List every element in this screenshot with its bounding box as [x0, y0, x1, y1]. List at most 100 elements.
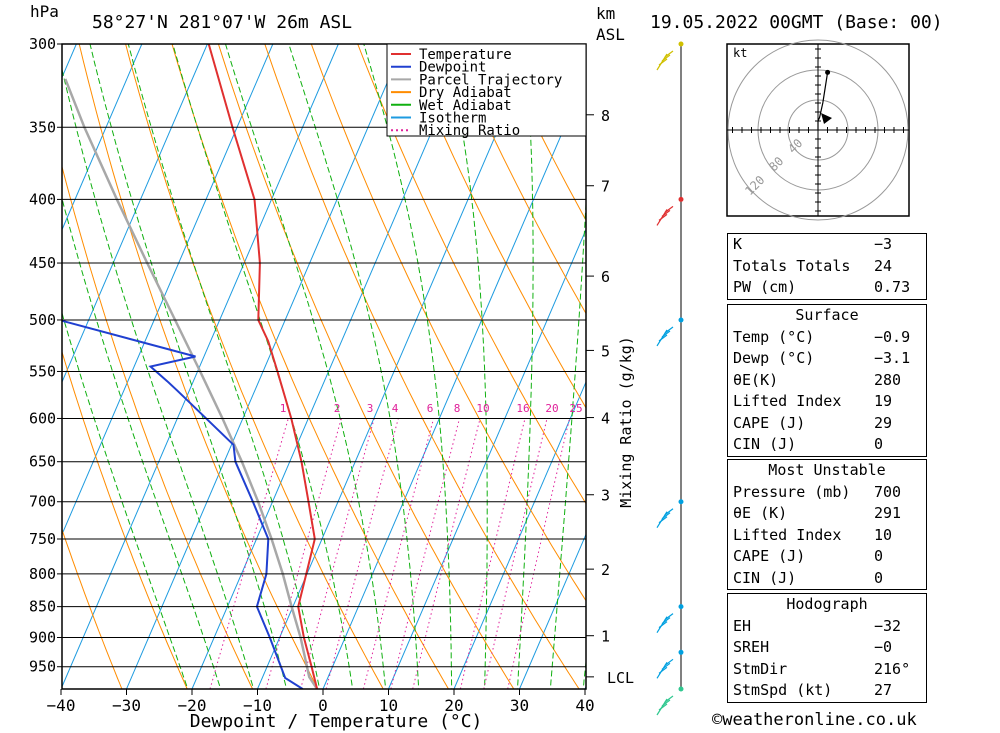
isotherm-line: [62, 44, 339, 688]
mixing-ratio-line: [412, 418, 481, 689]
surface-row: CAPE (J) 29: [733, 413, 893, 432]
pressure-label: 900: [29, 629, 56, 647]
mixing-ratio-label: 25: [569, 402, 582, 415]
most-unstable-title: Most Unstable: [768, 461, 886, 479]
pressure-label: 450: [29, 254, 56, 272]
wind-level-dot: [678, 317, 684, 323]
dry-adiabat-line: [171, 44, 449, 689]
wind-level-dot: [678, 196, 684, 202]
wind-barb-flag: [664, 205, 674, 213]
pressure-label: 300: [29, 35, 56, 53]
pressure-label: 600: [29, 409, 56, 427]
wet-adiabat-line: [445, 44, 488, 689]
wind-barb-flag: [664, 50, 674, 58]
pressure-label: 850: [29, 598, 56, 616]
index-row-k: K −3: [733, 235, 893, 253]
wind-barb-flag: [661, 54, 671, 62]
wind-barb-flag: [658, 666, 668, 674]
pressure-label: 400: [29, 190, 56, 208]
most-unstable-row: CAPE (J) 0: [733, 547, 884, 565]
index-row-pw: PW (cm) 0.73: [733, 278, 911, 296]
dry-adiabat-line: [357, 44, 586, 505]
dry-adiabat-line: [310, 44, 586, 602]
most-unstable-row: θE (K) 291: [733, 504, 902, 522]
wind-barb-flag: [658, 213, 668, 221]
isotherm-line: [322, 76, 586, 689]
km-tick-label: 7: [601, 178, 610, 196]
legend-label: Dry Adiabat: [419, 85, 512, 101]
isotherm-line: [62, 44, 208, 384]
most-unstable-table: Most Unstable Pressure (mb) 700 θE (K) 291…: [727, 459, 927, 590]
wind-barb-flag: [664, 613, 674, 621]
wet-adiabat-line: [549, 194, 586, 689]
credit-link[interactable]: ©weatheronline.co.uk: [712, 710, 917, 730]
isotherm-line: [126, 44, 405, 689]
km-tick-label: 6: [601, 268, 610, 286]
legend-label: Temperature: [419, 47, 512, 63]
wet-adiabat-line: [89, 44, 288, 689]
pressure-label: 800: [29, 565, 56, 583]
mixing-ratio-label: 10: [476, 402, 489, 415]
surface-row: CIN (J) 0: [733, 435, 884, 453]
dry-adiabat-line: [217, 44, 515, 689]
dry-adiabat-line: [403, 44, 586, 409]
wind-barb-flag: [661, 662, 671, 670]
hodograph-trace: [817, 72, 829, 130]
surface-title: Surface: [795, 306, 859, 324]
wind-barb-flag: [661, 699, 671, 707]
x-tick-label: 30: [510, 696, 529, 715]
dry-adiabat-line: [125, 44, 384, 689]
x-tick-label: 40: [575, 696, 594, 715]
km-tick-label: 4: [601, 410, 610, 428]
km-tick-label: 5: [601, 342, 610, 360]
mixing-ratio-axis-title: Mixing Ratio (g/kg): [617, 336, 635, 508]
mixing-ratio-label: 2: [334, 402, 341, 415]
hodograph-row: EH −32: [733, 616, 902, 635]
mixing-ratio-label: 20: [545, 402, 558, 415]
hodograph-unit: kt: [733, 46, 747, 60]
isotherm-line: [0, 44, 11, 689]
km-tick-label: 1: [601, 628, 610, 646]
x-tick-label: −30: [112, 696, 141, 715]
most-unstable-row: CIN (J) 0: [733, 568, 884, 587]
dry-adiabat-line: [62, 350, 188, 689]
mixing-ratio-line: [362, 418, 435, 689]
pressure-label: 350: [29, 118, 56, 136]
wind-level-dot: [678, 649, 684, 655]
hodograph-table: Hodograph EH −32 SREH −0 StmDir 216° StmSpd…: [727, 593, 927, 703]
mixing-ratio-label: 3: [367, 402, 374, 415]
storm-motion-arrow: [821, 113, 832, 124]
km-unit-label: km: [596, 4, 616, 23]
hodograph-row: SREH −0: [733, 638, 893, 656]
indices-table: K −3 Totals Totals 24 PW (cm) 0.73: [727, 233, 927, 300]
wet-adiabat-line: [516, 44, 534, 689]
mixing-ratio-label: 16: [516, 402, 529, 415]
mixing-ratio-line: [390, 418, 460, 689]
hodograph-row: StmDir 216°: [733, 659, 911, 678]
wind-barb-flag: [658, 334, 668, 342]
location-title: 58°27'N 281°07'W 26m ASL: [92, 12, 353, 33]
pressure-label: 650: [29, 453, 56, 471]
mixing-ratio-label: 1: [280, 402, 287, 415]
isotherm-line: [62, 44, 274, 536]
wet-adiabat-line: [582, 656, 586, 689]
dry-adiabat-line: [62, 528, 123, 689]
legend-label: Wet Adiabat: [419, 98, 512, 114]
wind-barb-flag: [658, 58, 668, 66]
wet-adiabat-line: [288, 44, 420, 689]
wind-level-dot: [678, 686, 684, 692]
wind-barb-flag: [661, 209, 671, 217]
km-tick-label: 2: [601, 561, 610, 579]
wind-barb-flag: [664, 695, 674, 703]
wind-level-dot: [678, 41, 684, 47]
wind-level-dot: [678, 499, 684, 505]
isotherm-line: [519, 533, 586, 689]
mixing-ratio-line: [325, 418, 399, 689]
wet-adiabat-line: [363, 44, 453, 689]
wind-barb-flag: [664, 326, 674, 334]
mixing-ratio-line: [507, 418, 570, 689]
x-tick-label: −10: [243, 696, 272, 715]
wind-barb-flag: [664, 508, 674, 516]
